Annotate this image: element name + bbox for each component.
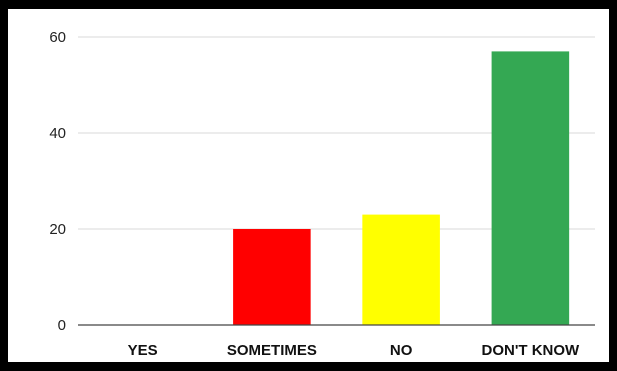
y-tick-label: 60 bbox=[49, 29, 66, 46]
x-category-label: SOMETIMES bbox=[227, 342, 317, 359]
bar-sometimes bbox=[233, 229, 311, 325]
chart-frame: 0 20 40 60 YES SOMETIMES NO DON'T KNOW bbox=[8, 9, 609, 362]
x-category-label: NO bbox=[390, 342, 413, 359]
y-tick-label: 20 bbox=[49, 221, 66, 238]
y-tick-label: 0 bbox=[58, 317, 66, 334]
x-category-label: DON'T KNOW bbox=[482, 342, 581, 359]
bar-don-t-know bbox=[491, 51, 570, 326]
y-axis-ticks: 0 20 40 60 bbox=[49, 29, 66, 334]
x-axis-categories: YES SOMETIMES NO DON'T KNOW bbox=[128, 342, 580, 359]
x-category-label: YES bbox=[128, 342, 158, 359]
bars bbox=[233, 51, 570, 326]
y-tick-label: 40 bbox=[49, 125, 66, 142]
bar-chart: 0 20 40 60 YES SOMETIMES NO DON'T KNOW bbox=[49, 29, 595, 359]
bar-no bbox=[362, 214, 440, 325]
